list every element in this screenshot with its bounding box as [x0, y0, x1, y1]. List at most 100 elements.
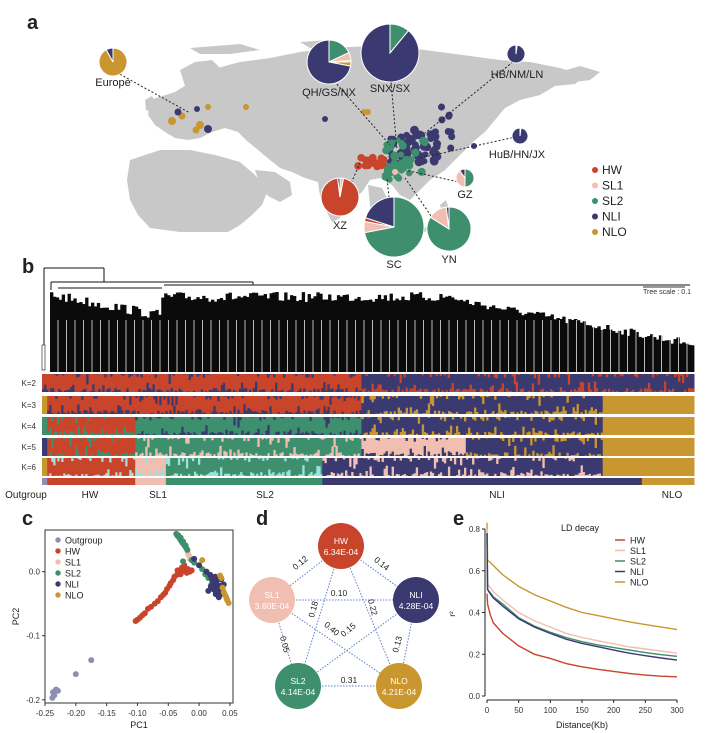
admix-minor: [283, 431, 286, 435]
pca-point-sl2: [184, 546, 191, 553]
admix-minor: [341, 411, 344, 414]
x-tick-label: 150: [575, 706, 589, 715]
admix-minor: [367, 417, 370, 418]
admix-minor: [405, 438, 408, 441]
admix-minor: [126, 388, 129, 392]
sample-dot-hw: [370, 160, 378, 168]
pca-legend-dot: [55, 592, 61, 598]
fst-node-pi: 4.28E-04: [399, 601, 434, 611]
admix-minor: [125, 458, 128, 467]
admix-minor: [114, 388, 117, 392]
admix-minor: [621, 374, 625, 376]
leader-line: [389, 70, 398, 151]
admix-minor: [522, 473, 525, 476]
admix-minor: [383, 411, 386, 414]
admix-minor: [59, 454, 62, 456]
admix-minor: [596, 473, 599, 476]
admix-minor: [103, 417, 106, 420]
admix-minor: [198, 374, 202, 375]
admix-minor: [121, 453, 124, 456]
admix-minor: [179, 432, 182, 435]
admix-minor: [151, 438, 154, 440]
admix-minor: [465, 389, 468, 392]
admix-minor: [309, 417, 312, 421]
admix-minor: [550, 453, 553, 456]
tree-scale-label: Tree scale : 0.1: [643, 289, 691, 296]
admix-minor: [501, 383, 505, 392]
admix-minor: [554, 411, 557, 414]
admix-minor: [215, 411, 218, 414]
admix-minor: [325, 410, 328, 414]
tree-leaf-block: [257, 295, 262, 372]
admix-minor: [331, 446, 334, 456]
tree-leaf-block: [304, 301, 308, 372]
admix-minor: [337, 396, 340, 399]
tree-leaf-block: [170, 296, 174, 372]
tree-leaf-block: [208, 301, 212, 372]
fst-node-nli: [393, 577, 439, 623]
tree-leaf-block: [342, 294, 347, 372]
admix-minor: [568, 458, 571, 461]
admix-minor: [259, 413, 262, 414]
admix-minor: [592, 433, 595, 435]
admix-minor: [321, 438, 324, 440]
admix-minor: [264, 474, 267, 476]
admix-minor: [397, 455, 400, 456]
admix-minor: [66, 389, 69, 392]
admix-minor: [528, 431, 531, 435]
admix-minor: [287, 412, 290, 414]
admix-minor: [345, 396, 348, 398]
admix-minor: [131, 432, 134, 435]
admix-minor: [95, 474, 98, 476]
tree-leaf-block: [172, 294, 177, 372]
admix-minor: [619, 374, 623, 377]
admix-minor: [161, 454, 164, 456]
admix-minor: [289, 429, 292, 435]
ld-line-sl1: [486, 528, 678, 654]
sample-dot-sl2: [407, 155, 415, 164]
admix-minor: [563, 390, 567, 392]
admix-minor: [97, 474, 100, 476]
admix-minor: [77, 458, 80, 459]
admix-minor: [93, 438, 96, 442]
sample-dot-nli: [406, 134, 414, 142]
admix-segment-nlo: [42, 458, 48, 476]
admix-minor: [459, 391, 462, 392]
fst-node-nlo: [376, 663, 422, 709]
admix-minor: [471, 388, 474, 392]
admix-minor: [327, 454, 330, 456]
x-tick-label: 250: [639, 706, 653, 715]
admix-minor: [504, 473, 507, 476]
admix-minor: [443, 417, 447, 422]
admix-minor: [439, 374, 442, 376]
admix-minor: [237, 409, 240, 414]
admix-minor: [330, 472, 333, 476]
admix-minor: [479, 454, 483, 456]
admix-minor: [425, 433, 429, 435]
admix-minor: [560, 438, 563, 442]
admix-minor: [253, 411, 256, 414]
tree-leaf-block: [216, 299, 221, 372]
tree-leaf-block: [565, 323, 569, 372]
admix-minor: [611, 390, 615, 392]
admix-minor: [237, 417, 240, 428]
tree-leaf-block: [120, 304, 124, 372]
admix-minor: [490, 432, 493, 435]
tree-leaf-block: [269, 293, 273, 372]
admix-minor: [183, 432, 186, 435]
legend-dot-hw: [592, 167, 598, 173]
admix-minor: [244, 458, 247, 461]
admix-minor: [542, 417, 545, 420]
admix-minor: [223, 396, 226, 397]
admix-minor: [345, 417, 348, 418]
admix-minor: [131, 411, 134, 414]
admix-minor: [254, 381, 258, 392]
admix-minor: [474, 417, 477, 421]
admix-minor: [419, 396, 423, 399]
admix-minor: [175, 473, 179, 476]
admix-minor: [307, 438, 310, 440]
admix-minor: [177, 458, 181, 466]
admix-minor: [411, 388, 414, 392]
admix-minor: [320, 474, 323, 476]
admix-minor: [421, 438, 424, 439]
